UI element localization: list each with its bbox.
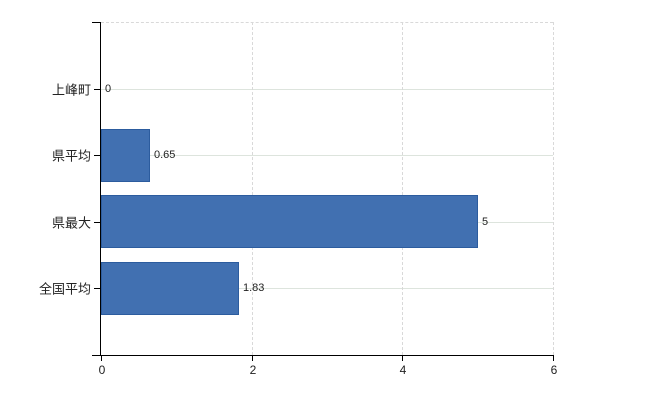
x-axis-line — [92, 355, 553, 356]
x-axis-tick — [553, 355, 554, 361]
x-tick-label: 6 — [550, 363, 558, 377]
category-gridline — [101, 155, 553, 156]
y-axis-top-tick — [92, 22, 100, 23]
category-gridline — [101, 288, 553, 289]
bar-value-label: 5 — [482, 216, 489, 228]
bar-全国平均 — [101, 262, 239, 315]
x-tick-label: 0 — [98, 363, 106, 377]
category-tick — [94, 155, 101, 156]
category-label: 県平均 — [51, 148, 91, 164]
bar-value-label: 0.65 — [154, 149, 176, 161]
category-gridline — [101, 89, 553, 90]
value-gridline — [252, 22, 253, 355]
category-label: 上峰町 — [51, 82, 91, 98]
bar-県平均 — [101, 129, 150, 182]
x-axis-tick — [101, 355, 102, 361]
category-tick — [94, 89, 101, 90]
bar-value-label: 0 — [105, 83, 112, 95]
bar-県最大 — [101, 195, 478, 248]
category-label: 全国平均 — [38, 281, 91, 297]
y-axis-line — [100, 22, 101, 356]
x-axis-tick — [402, 355, 403, 361]
category-tick — [94, 288, 101, 289]
x-axis-tick — [252, 355, 253, 361]
x-tick-label: 4 — [399, 363, 407, 377]
category-label: 県最大 — [51, 215, 91, 231]
plot-top-border — [101, 22, 553, 23]
category-tick — [94, 222, 101, 223]
value-gridline — [402, 22, 403, 355]
x-tick-label: 2 — [249, 363, 257, 377]
bar-value-label: 1.83 — [243, 282, 265, 294]
value-gridline — [553, 22, 554, 355]
